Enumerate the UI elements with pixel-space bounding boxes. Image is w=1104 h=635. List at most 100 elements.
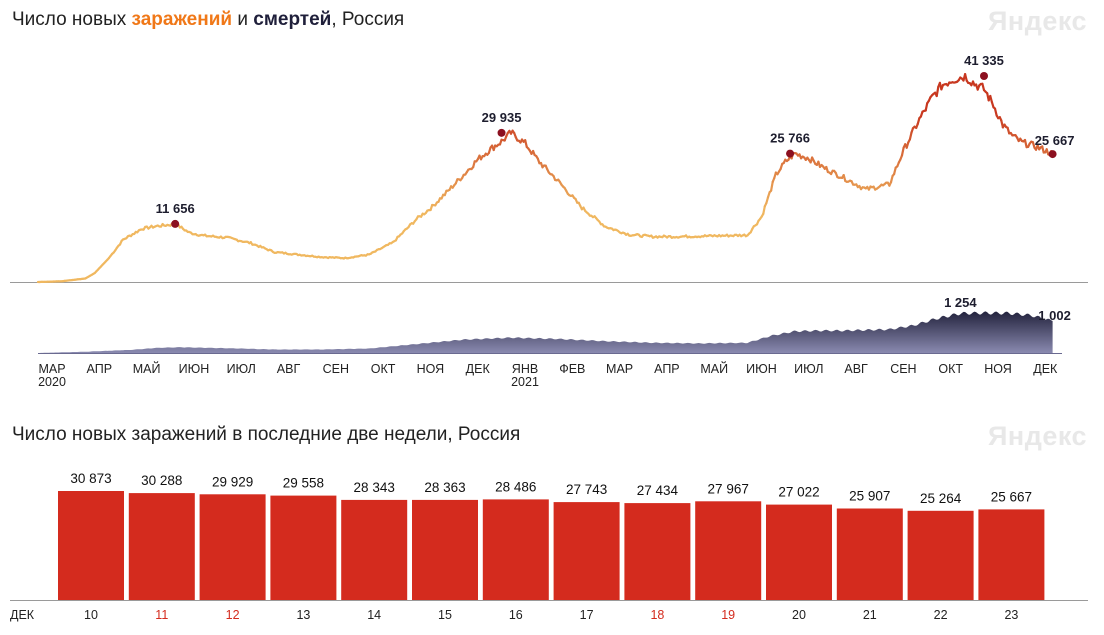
bar-category-label: 10 xyxy=(84,608,98,622)
title-prefix: Число новых xyxy=(12,9,132,30)
bar xyxy=(412,499,478,600)
bottom-chart-title: Число новых заражений в последние две не… xyxy=(12,424,521,445)
bar xyxy=(58,491,124,600)
bar-value-label: 27 022 xyxy=(778,485,819,500)
bar xyxy=(766,504,832,600)
title-suffix: , Россия xyxy=(331,9,405,30)
cases-line-segment xyxy=(900,146,905,157)
bar-category-label: 21 xyxy=(863,608,877,622)
month-tick-label: ОКТ xyxy=(371,362,396,376)
bar-value-label: 28 363 xyxy=(424,480,465,495)
cases-peak-marker xyxy=(497,128,506,137)
month-tick-label: МАР xyxy=(606,362,633,376)
month-tick-label: МАР xyxy=(38,362,65,376)
cases-line-segment xyxy=(963,72,968,82)
cases-peak-label: 41 335 xyxy=(964,53,1004,68)
month-tick-label: ЯНВ xyxy=(512,362,538,376)
bar xyxy=(128,493,195,600)
bar xyxy=(907,510,974,600)
cases-line-segment xyxy=(908,131,913,141)
bar-category-label: 12 xyxy=(226,608,240,622)
bar-value-label: 30 873 xyxy=(70,471,111,486)
bar-value-label: 27 743 xyxy=(566,482,607,497)
bar-value-label: 25 264 xyxy=(920,491,962,506)
bar xyxy=(341,499,408,600)
cases-line-segment xyxy=(892,166,897,176)
month-tick-label: АВГ xyxy=(844,362,868,376)
bar xyxy=(199,494,266,600)
cases-line-segment xyxy=(935,85,940,98)
cases-peak-label: 25 766 xyxy=(770,131,810,146)
month-tick-label: АВГ xyxy=(277,362,301,376)
bar xyxy=(978,509,1045,600)
cases-peak-label: 11 656 xyxy=(156,201,195,216)
bar-category-label: 22 xyxy=(934,608,948,622)
bar-category-label: 16 xyxy=(509,608,523,622)
cases-line-segment xyxy=(524,139,528,149)
bar-value-label: 30 288 xyxy=(141,473,182,488)
bar-category-label: 20 xyxy=(792,608,806,622)
bar-category-label: 15 xyxy=(438,608,452,622)
year-tick-label: 2020 xyxy=(38,375,66,389)
bar xyxy=(553,502,620,600)
cases-peak-marker xyxy=(171,219,180,228)
month-tick-label: НОЯ xyxy=(417,362,445,376)
bar xyxy=(695,501,762,600)
bar-value-label: 27 967 xyxy=(708,481,749,496)
cases-line-segment xyxy=(924,102,929,112)
bar-month-label: ДЕК xyxy=(10,608,35,622)
cases-line-segment xyxy=(769,180,774,192)
bar-category-label: 19 xyxy=(721,608,735,622)
month-tick-label: ОКТ xyxy=(938,362,963,376)
month-tick-label: МАЙ xyxy=(700,361,728,376)
month-tick-label: ИЮН xyxy=(179,362,210,376)
month-tick-label: ФЕВ xyxy=(559,362,585,376)
top-chart-title: Число новых заражений и смертей, Россия xyxy=(12,9,404,31)
month-tick-label: СЕН xyxy=(323,362,349,376)
bar-value-label: 25 667 xyxy=(991,489,1032,504)
cases-peak-marker xyxy=(980,72,988,80)
bar-category-label: 13 xyxy=(296,608,310,622)
bar-value-label: 29 558 xyxy=(283,476,324,491)
deaths-peak-label: 1 002 xyxy=(1038,308,1071,323)
deaths-peak-label: 1 254 xyxy=(944,295,977,310)
cases-peak-label: 29 935 xyxy=(482,110,522,125)
bar-category-label: 18 xyxy=(650,608,664,622)
title-cases-word: заражений xyxy=(131,9,233,30)
title-mid: и xyxy=(232,9,254,30)
bar-category-label: 11 xyxy=(155,608,168,622)
bar xyxy=(482,499,549,600)
cases-peak-label: 25 667 xyxy=(1035,133,1075,148)
month-tick-label: АПР xyxy=(654,362,680,376)
bar-value-label: 28 343 xyxy=(354,480,395,495)
title-deaths-word: смертей xyxy=(253,9,332,30)
cases-line-series xyxy=(36,72,1054,284)
month-tick-label: ДЕК xyxy=(466,362,491,376)
bar-value-label: 25 907 xyxy=(849,489,890,504)
month-tick-label: ДЕК xyxy=(1033,362,1058,376)
bar-category-label: 14 xyxy=(367,608,381,622)
bar xyxy=(270,495,337,600)
yandex-logo-bottom: Яндекс xyxy=(988,421,1088,451)
month-tick-label: ИЮЛ xyxy=(794,362,823,376)
bar-value-label: 29 929 xyxy=(212,474,253,489)
month-tick-label: МАЙ xyxy=(133,361,161,376)
month-tick-label: СЕН xyxy=(890,362,916,376)
deaths-area xyxy=(38,311,1053,353)
bar-category-label: 17 xyxy=(580,608,594,622)
bar xyxy=(624,503,691,600)
bar-value-label: 28 486 xyxy=(495,479,536,494)
yandex-logo-top: Яндекс xyxy=(988,6,1088,36)
year-tick-label: 2021 xyxy=(511,375,539,389)
cases-peak-marker xyxy=(1048,150,1057,159)
month-tick-label: ИЮН xyxy=(746,362,777,376)
cases-line-segment xyxy=(1023,138,1028,149)
cases-line-segment xyxy=(762,205,766,215)
month-tick-label: ИЮЛ xyxy=(227,362,256,376)
bar-category-label: 23 xyxy=(1004,608,1018,622)
cases-peak-marker xyxy=(786,149,795,158)
month-tick-label: НОЯ xyxy=(984,362,1012,376)
cases-line-segment xyxy=(993,107,998,117)
month-tick-label: АПР xyxy=(87,362,113,376)
